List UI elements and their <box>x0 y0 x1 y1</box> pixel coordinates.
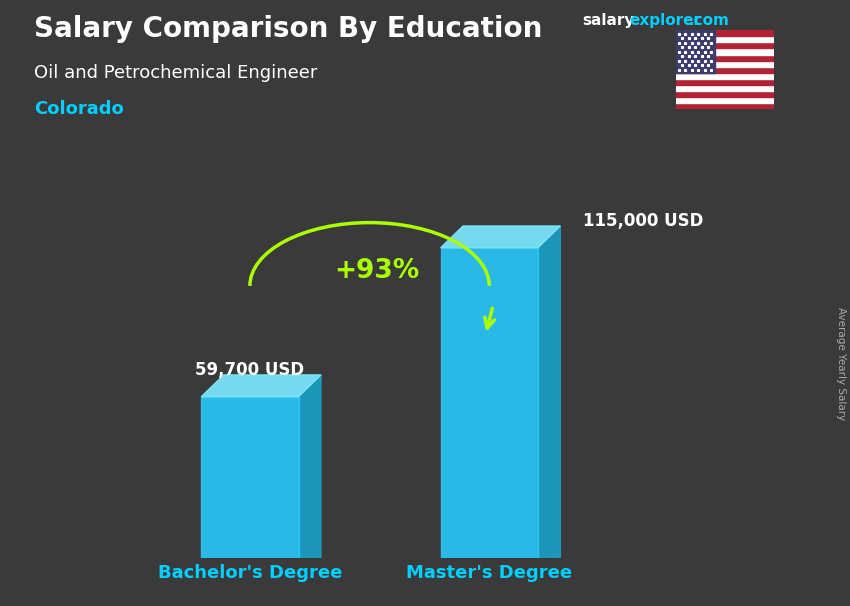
Text: Colorado: Colorado <box>34 100 124 118</box>
Text: salary: salary <box>582 13 635 28</box>
Text: Average Yearly Salary: Average Yearly Salary <box>836 307 846 420</box>
Polygon shape <box>676 55 774 61</box>
Polygon shape <box>201 397 298 558</box>
Polygon shape <box>298 375 321 558</box>
Polygon shape <box>676 30 774 36</box>
Text: +93%: +93% <box>334 258 420 284</box>
Polygon shape <box>676 97 774 103</box>
Text: Oil and Petrochemical Engineer: Oil and Petrochemical Engineer <box>34 64 317 82</box>
Text: Master's Degree: Master's Degree <box>406 564 572 582</box>
Polygon shape <box>676 30 715 73</box>
Polygon shape <box>676 73 774 79</box>
Polygon shape <box>676 79 774 85</box>
Polygon shape <box>676 103 774 109</box>
Polygon shape <box>676 48 774 55</box>
Polygon shape <box>538 226 560 558</box>
Polygon shape <box>201 375 321 397</box>
Text: 59,700 USD: 59,700 USD <box>196 361 304 379</box>
Polygon shape <box>440 226 560 248</box>
Polygon shape <box>676 42 774 48</box>
Text: explorer: explorer <box>629 13 701 28</box>
Polygon shape <box>440 248 538 558</box>
Text: Salary Comparison By Education: Salary Comparison By Education <box>34 15 542 43</box>
Polygon shape <box>676 85 774 91</box>
Text: .com: .com <box>688 13 729 28</box>
Polygon shape <box>676 36 774 42</box>
Text: Bachelor's Degree: Bachelor's Degree <box>158 564 342 582</box>
Polygon shape <box>676 61 774 67</box>
Polygon shape <box>676 67 774 73</box>
Text: 115,000 USD: 115,000 USD <box>583 211 703 230</box>
Polygon shape <box>676 91 774 97</box>
